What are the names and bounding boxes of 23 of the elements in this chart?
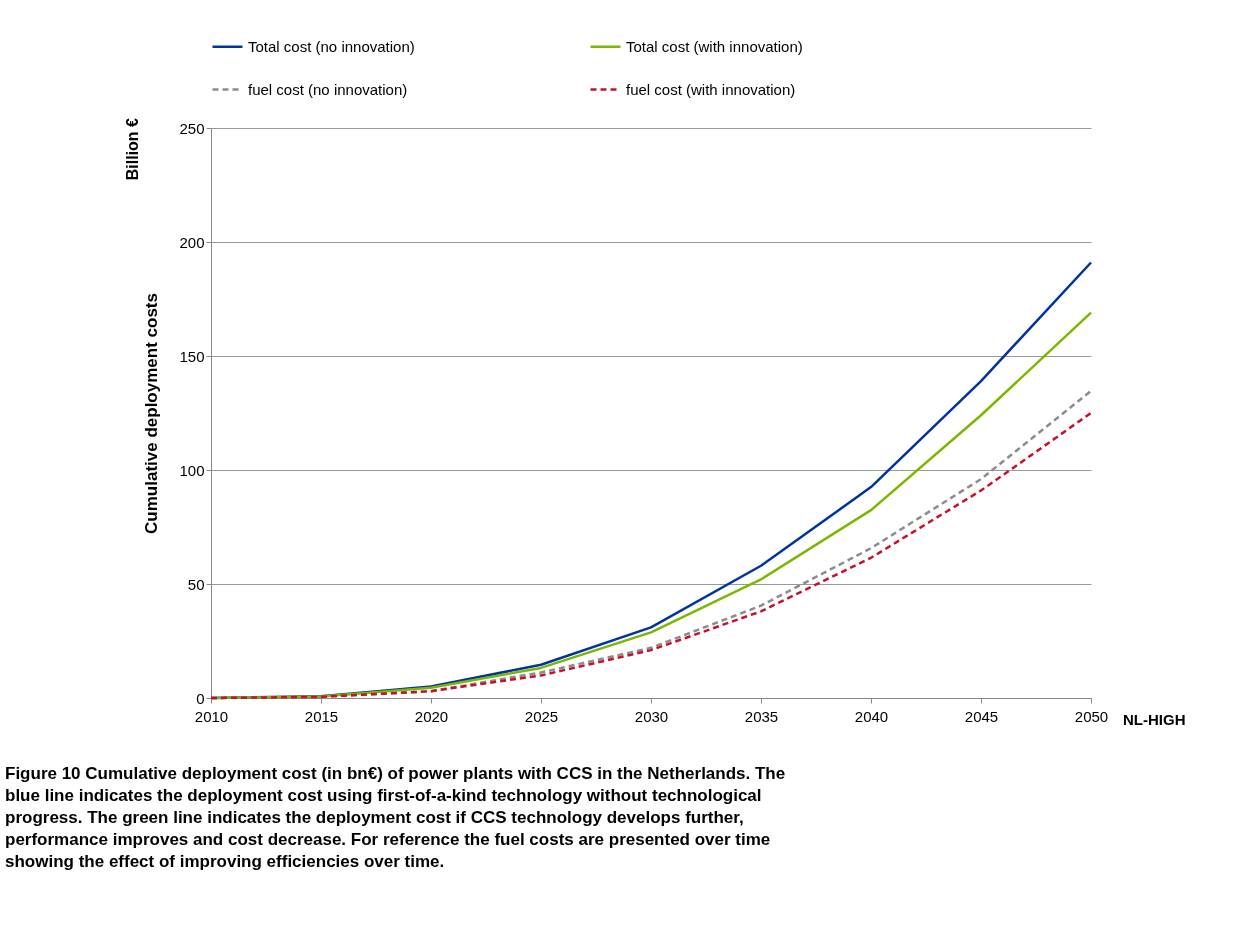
y-tick-label: 50 (187, 575, 205, 593)
x-tick-label: 2020 (414, 707, 449, 725)
y-tick-label: 100 (179, 461, 205, 479)
x-tick-label: 2015 (304, 707, 339, 725)
x-tick-label: 2050 (1074, 707, 1109, 725)
text: Billion € (124, 117, 141, 181)
legend-label: fuel cost (with innovation) (626, 80, 796, 98)
legend-label: Total cost (with innovation) (626, 37, 803, 55)
x-tick-label: 2030 (634, 707, 669, 725)
x-tick-label: 2035 (744, 707, 779, 725)
y-tick-label: 0 (196, 689, 205, 707)
y-axis-title: Cumulative deployment costs (142, 293, 162, 534)
text: NL-HIGH (1123, 711, 1186, 728)
caption: Figure 10 Cumulative deployment cost (in bn€) of power plants with CCS in the Netherlands. The blue line indicates the deployment cost using first-of-a-kind technology without technological progress. The green line indicates the deployment cost if CCS technology develops further, performance improves and cost decrease. For reference the fuel costs are presented over time showing the effect of improving efficiencies over time. (5, 764, 786, 871)
legend-label: fuel cost (no innovation) (248, 80, 408, 98)
y-tick-label: 150 (179, 347, 205, 365)
x-tick-label: 2025 (524, 707, 559, 725)
y-tick-label: 200 (179, 233, 205, 251)
x-tick-label: 2040 (854, 707, 889, 725)
x-tick-label: 2045 (964, 707, 999, 725)
legend-label: Total cost (no innovation) (248, 37, 415, 55)
x-tick-label: 2010 (194, 707, 229, 725)
y-tick-label: 250 (179, 119, 205, 137)
